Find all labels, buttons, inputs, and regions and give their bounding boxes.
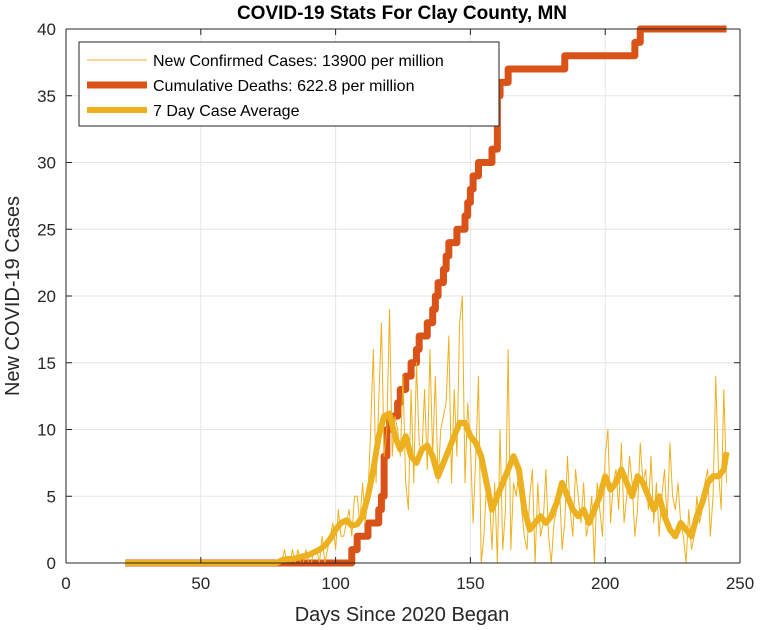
legend-box	[78, 41, 500, 127]
x-tick-label: 50	[191, 574, 210, 593]
y-tick-label: 0	[47, 554, 56, 573]
axes	[65, 28, 741, 564]
chart-title: COVID-19 Stats For Clay County, MN	[237, 3, 567, 24]
legend-entry-7day-avg: 7 Day Case Average	[153, 103, 300, 120]
y-tick-label: 30	[37, 154, 56, 173]
y-tick-label: 5	[47, 487, 56, 506]
series-line-7day-avg	[125, 410, 730, 566]
series-line-new-cases	[125, 295, 728, 564]
y-tick-label: 25	[37, 220, 56, 239]
x-tick-label: 250	[726, 574, 754, 593]
legend-entry-deaths: Cumulative Deaths: 622.8 per million	[153, 78, 414, 95]
x-tick-label: 0	[61, 574, 70, 593]
y-tick-label: 15	[37, 354, 56, 373]
plot-series	[125, 25, 730, 567]
x-tick-label: 150	[456, 574, 484, 593]
y-axis-label: New COVID-19 Cases	[2, 196, 24, 396]
tick-labels: 0 50 100 150 200 250 0 5 10 15 20 25 30 35 40	[37, 20, 754, 593]
legend-entry-new-cases: New Confirmed Cases: 13900 per million	[153, 53, 444, 70]
y-tick-label: 40	[37, 20, 56, 39]
y-tick-label: 35	[37, 87, 56, 106]
y-tick-label: 10	[37, 421, 56, 440]
x-axis-label: Days Since 2020 Began	[295, 604, 510, 626]
x-tick-label: 100	[321, 574, 349, 593]
y-tick-label: 20	[37, 287, 56, 306]
legend: New Confirmed Cases: 13900 per million C…	[78, 41, 500, 127]
x-tick-label: 200	[591, 574, 619, 593]
